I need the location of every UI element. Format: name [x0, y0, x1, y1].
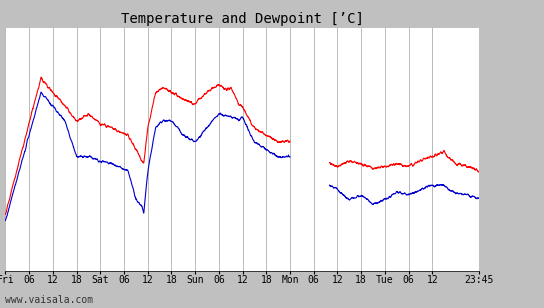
Text: www.vaisala.com: www.vaisala.com [5, 295, 94, 305]
Text: Temperature and Dewpoint [’C]: Temperature and Dewpoint [’C] [121, 12, 363, 26]
